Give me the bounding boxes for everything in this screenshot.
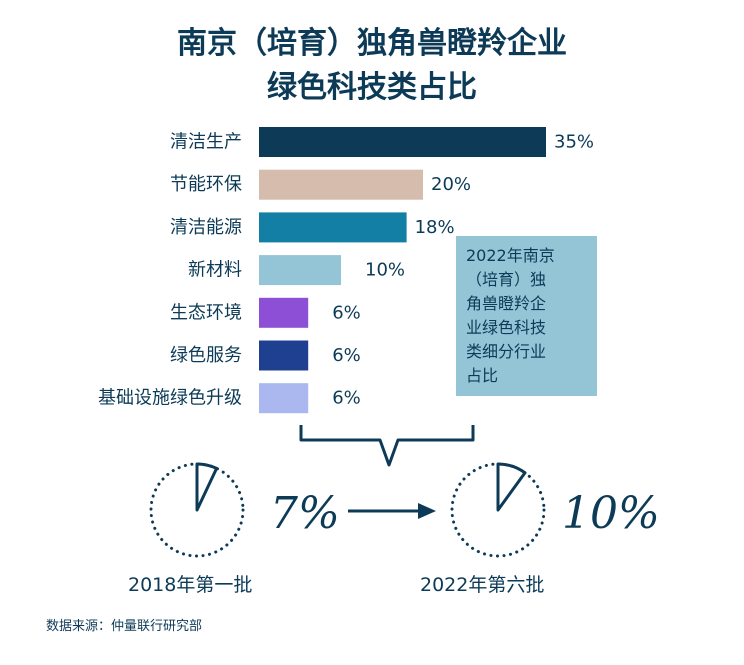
category-label: 清洁生产 bbox=[170, 132, 242, 153]
bar-5 bbox=[259, 297, 309, 328]
bar-7 bbox=[259, 383, 309, 414]
bar-2 bbox=[259, 169, 423, 200]
percent-2022: 10% bbox=[562, 488, 660, 539]
category-label: 生态环境 bbox=[170, 302, 242, 323]
note-box: 2022年南京 （培育）独 角兽瞪羚企 业绿色科技 类细分行业 占比 bbox=[456, 236, 597, 396]
category-label: 新材料 bbox=[188, 260, 242, 281]
note-line: 角兽瞪羚企 bbox=[466, 294, 547, 313]
note-line: （培育）独 bbox=[466, 270, 547, 289]
category-label: 绿色服务 bbox=[170, 345, 242, 366]
value-label: 20% bbox=[431, 174, 471, 195]
circle-2022-wedge bbox=[496, 462, 527, 512]
note-line: 2022年南京 bbox=[466, 246, 555, 265]
bar-3 bbox=[259, 212, 407, 243]
value-label: 35% bbox=[554, 132, 594, 153]
bracket bbox=[299, 425, 475, 467]
value-label: 10% bbox=[365, 260, 405, 281]
category-label: 清洁能源 bbox=[170, 217, 242, 238]
value-label: 6% bbox=[332, 388, 361, 409]
category-label: 节能环保 bbox=[170, 174, 242, 195]
label-2018-batch: 2018年第一批 bbox=[128, 574, 253, 596]
circle-2018-wedge bbox=[195, 462, 219, 512]
bar-1 bbox=[259, 127, 546, 157]
bar-4 bbox=[259, 255, 341, 286]
label-2022-batch: 2022年第六批 bbox=[420, 574, 545, 596]
value-label: 18% bbox=[415, 217, 455, 238]
source-note: 数据来源：仲量联行研究部 bbox=[46, 619, 203, 634]
value-label: 6% bbox=[332, 302, 361, 323]
percent-2018: 7% bbox=[270, 488, 340, 539]
value-label: 6% bbox=[332, 345, 361, 366]
chart-title-line-1: 南京（培育）独角兽瞪羚企业 bbox=[177, 26, 567, 61]
note-line: 占比 bbox=[466, 366, 499, 385]
arrow-head bbox=[418, 503, 436, 519]
category-label: 基础设施绿色升级 bbox=[98, 388, 242, 409]
note-line: 类细分行业 bbox=[466, 342, 547, 361]
chart-title: 南京（培育）独角兽瞪羚企业 绿色科技类占比 bbox=[0, 22, 744, 110]
bar-6 bbox=[259, 340, 309, 371]
chart-title-line-2: 绿色科技类占比 bbox=[267, 70, 477, 105]
note-line: 业绿色科技 bbox=[466, 318, 547, 337]
